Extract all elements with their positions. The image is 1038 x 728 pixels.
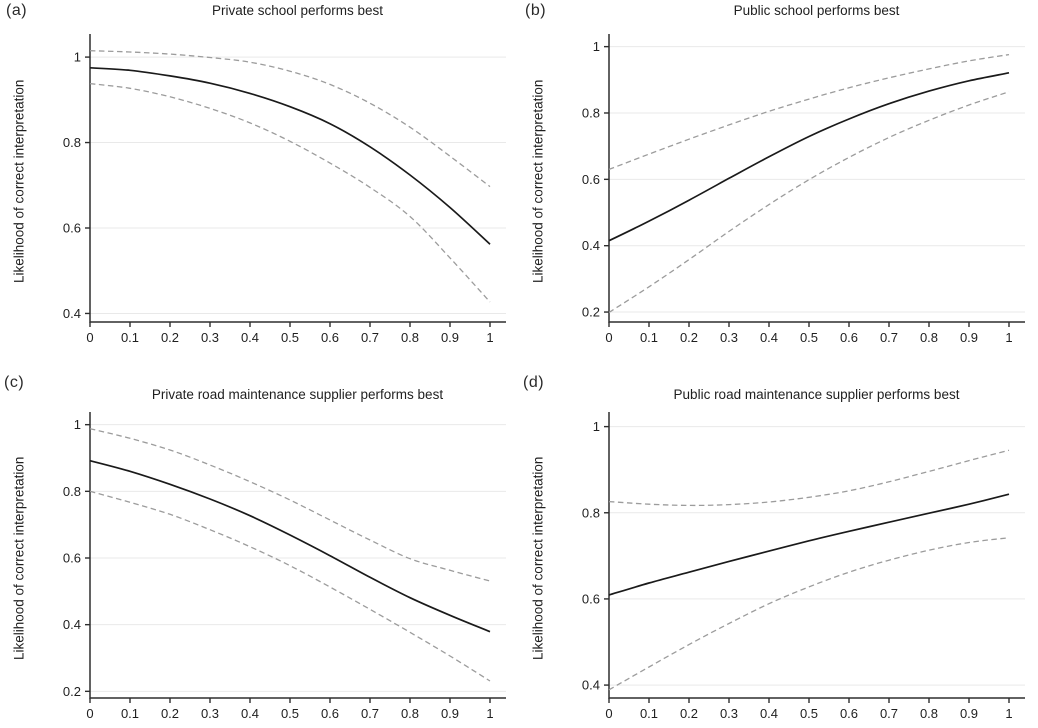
svg-text:0: 0 bbox=[605, 706, 612, 721]
svg-text:0.3: 0.3 bbox=[720, 706, 738, 721]
svg-text:0.3: 0.3 bbox=[201, 330, 219, 345]
panel-b: (b) Public school performs best Likeliho… bbox=[519, 0, 1038, 364]
svg-text:0.7: 0.7 bbox=[880, 706, 898, 721]
panel-d-plot-area: 0.4 0.6 0.8 1 0 0.1 0.2 0.3 0.4 0.5 0.6 0.7 0.8 0.9 1 bbox=[582, 412, 1025, 721]
svg-text:0.4: 0.4 bbox=[582, 678, 600, 693]
svg-text:0.6: 0.6 bbox=[321, 330, 339, 345]
svg-text:0.6: 0.6 bbox=[63, 551, 81, 566]
svg-text:1: 1 bbox=[486, 706, 493, 721]
panel-c-label: (c) bbox=[4, 374, 25, 391]
svg-text:0.2: 0.2 bbox=[161, 706, 179, 721]
svg-text:0: 0 bbox=[86, 706, 93, 721]
panel-b-label: (b) bbox=[525, 2, 547, 19]
svg-text:0.1: 0.1 bbox=[121, 706, 139, 721]
svg-text:0.4: 0.4 bbox=[760, 706, 778, 721]
panel-a-plot-area: 0.4 0.6 0.8 1 0 0.1 0.2 0.3 0.4 0.5 0.6 0.7 0.8 0.9 1 bbox=[63, 34, 506, 345]
svg-text:1: 1 bbox=[1005, 706, 1012, 721]
svg-text:0.3: 0.3 bbox=[720, 330, 738, 345]
svg-text:0.6: 0.6 bbox=[840, 330, 858, 345]
svg-text:0.2: 0.2 bbox=[161, 330, 179, 345]
panel-b-plot-area: 0.2 0.4 0.6 0.8 1 0 0.1 0.2 0.3 0.4 0.5 0.6 0.7 0.8 0.… bbox=[582, 34, 1025, 345]
svg-text:0.7: 0.7 bbox=[361, 706, 379, 721]
svg-text:0.9: 0.9 bbox=[960, 706, 978, 721]
svg-text:1: 1 bbox=[593, 419, 600, 434]
panel-d-title: Public road maintenance supplier perform… bbox=[673, 387, 960, 402]
svg-text:0.1: 0.1 bbox=[640, 330, 658, 345]
svg-text:0.8: 0.8 bbox=[582, 105, 600, 120]
svg-text:0.4: 0.4 bbox=[582, 238, 600, 253]
panel-a-title: Private school performs best bbox=[211, 3, 384, 18]
svg-text:0.2: 0.2 bbox=[680, 706, 698, 721]
svg-text:0.9: 0.9 bbox=[960, 330, 978, 345]
svg-text:0.6: 0.6 bbox=[582, 172, 600, 187]
svg-text:0.4: 0.4 bbox=[241, 330, 259, 345]
svg-text:0.8: 0.8 bbox=[63, 484, 81, 499]
svg-text:0: 0 bbox=[605, 330, 612, 345]
svg-text:0.6: 0.6 bbox=[582, 591, 600, 606]
panel-a-label: (a) bbox=[6, 2, 28, 19]
panel-d: (d) Public road maintenance supplier per… bbox=[519, 364, 1038, 728]
svg-text:0.2: 0.2 bbox=[63, 684, 81, 699]
svg-text:0.7: 0.7 bbox=[880, 330, 898, 345]
svg-text:0.3: 0.3 bbox=[201, 706, 219, 721]
svg-text:0.8: 0.8 bbox=[582, 505, 600, 520]
svg-text:0.8: 0.8 bbox=[920, 330, 938, 345]
panel-a: (a) Private school performs best Likelih… bbox=[0, 0, 519, 364]
svg-text:1: 1 bbox=[74, 417, 81, 432]
svg-text:0.6: 0.6 bbox=[840, 706, 858, 721]
svg-text:1: 1 bbox=[486, 330, 493, 345]
svg-text:0.6: 0.6 bbox=[321, 706, 339, 721]
svg-text:0.9: 0.9 bbox=[441, 706, 459, 721]
svg-text:0.2: 0.2 bbox=[680, 330, 698, 345]
svg-text:0.4: 0.4 bbox=[63, 306, 81, 321]
svg-text:0.1: 0.1 bbox=[121, 330, 139, 345]
svg-text:0.6: 0.6 bbox=[63, 221, 81, 236]
svg-text:0.7: 0.7 bbox=[361, 330, 379, 345]
svg-text:0.5: 0.5 bbox=[281, 706, 299, 721]
svg-text:0.8: 0.8 bbox=[401, 706, 419, 721]
svg-text:0.5: 0.5 bbox=[800, 330, 818, 345]
svg-text:0.4: 0.4 bbox=[760, 330, 778, 345]
panel-c-title: Private road maintenance supplier perfor… bbox=[151, 387, 444, 402]
svg-text:0.8: 0.8 bbox=[401, 330, 419, 345]
svg-text:0: 0 bbox=[86, 330, 93, 345]
panel-d-label: (d) bbox=[523, 374, 545, 391]
svg-text:1: 1 bbox=[74, 50, 81, 65]
svg-text:1: 1 bbox=[593, 39, 600, 54]
svg-text:0.4: 0.4 bbox=[63, 617, 81, 632]
svg-text:0.8: 0.8 bbox=[920, 706, 938, 721]
svg-text:0.5: 0.5 bbox=[281, 330, 299, 345]
svg-text:0.5: 0.5 bbox=[800, 706, 818, 721]
svg-text:0.8: 0.8 bbox=[63, 135, 81, 150]
svg-text:0.4: 0.4 bbox=[241, 706, 259, 721]
svg-text:0.9: 0.9 bbox=[441, 330, 459, 345]
panel-c: (c) Private road maintenance supplier pe… bbox=[0, 364, 519, 728]
svg-text:0.2: 0.2 bbox=[582, 305, 600, 320]
panel-c-plot-area: 0.2 0.4 0.6 0.8 1 0 0.1 0.2 0.3 0.4 0.5 0.6 0.7 0.8 0.… bbox=[63, 412, 506, 721]
svg-text:0.1: 0.1 bbox=[640, 706, 658, 721]
panel-b-title: Public school performs best bbox=[733, 3, 900, 18]
svg-text:1: 1 bbox=[1005, 330, 1012, 345]
